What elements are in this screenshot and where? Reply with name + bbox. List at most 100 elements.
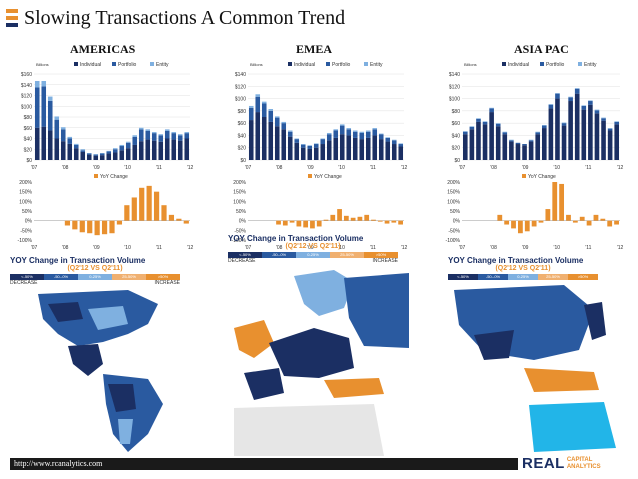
bar-portfolio: [93, 154, 99, 156]
scale-bucket: 25-50%: [112, 274, 146, 280]
yoy-bar: [79, 220, 85, 233]
bar-individual: [469, 129, 475, 160]
bar-entity: [138, 127, 144, 130]
bar-entity: [41, 80, 47, 87]
legend-swatch: [364, 62, 368, 66]
legend-swatch: [502, 62, 506, 66]
bar-entity: [346, 128, 352, 130]
yoy-bar: [566, 214, 571, 221]
y-tick-label: $20: [24, 147, 33, 153]
bar-individual: [281, 129, 287, 160]
bar-entity: [378, 133, 384, 135]
legend-swatch: [326, 62, 330, 66]
y-tick-label: $20: [238, 146, 247, 152]
bar-entity: [555, 93, 560, 94]
bar-entity: [574, 88, 580, 89]
x-tick-label: '09: [522, 165, 529, 171]
y-tick-label: -50%: [20, 228, 32, 234]
bar-entity: [151, 132, 157, 134]
bar-entity: [119, 144, 125, 147]
bar-individual: [138, 141, 144, 160]
legend-swatch: [578, 62, 582, 66]
x-tick-label: '08: [276, 245, 283, 251]
scale-increase: INCREASE: [372, 258, 398, 264]
bar-portfolio: [541, 125, 547, 129]
legend-label: Entity: [584, 62, 597, 68]
x-tick-label: '11: [156, 165, 162, 171]
bar-individual: [574, 93, 580, 160]
bar-entity: [528, 139, 534, 141]
real-capital-analytics-logo: REAL CAPITAL ANALYTICS: [522, 455, 601, 472]
bar-individual: [132, 144, 138, 160]
bar-portfolio: [138, 129, 144, 142]
map-region-southeast-asia: [524, 368, 599, 392]
y-tick-label: 200%: [19, 180, 32, 186]
bar-individual: [522, 145, 527, 160]
y-tick-label: -100%: [18, 238, 33, 244]
bar-portfolio: [489, 108, 494, 113]
bar-portfolio: [320, 139, 326, 145]
map-region-iberia: [244, 368, 284, 400]
y-tick-label: $40: [24, 137, 33, 143]
scale-bucket: -50--0%: [44, 274, 78, 280]
bar-portfolio: [119, 146, 125, 151]
slide-title: Slowing Transactions A Common Trend: [6, 6, 345, 30]
bar-individual: [41, 126, 47, 160]
bar-entity: [541, 124, 547, 126]
bar-portfolio: [86, 153, 92, 155]
bar-portfolio: [125, 142, 131, 149]
bar-entity: [60, 127, 66, 130]
bar-portfolio: [151, 133, 157, 141]
yoy-bar: [176, 218, 182, 221]
bar-individual: [541, 128, 547, 160]
yoy-bar: [296, 220, 302, 227]
yoy-bar: [310, 220, 315, 229]
legend-label: Portfolio: [546, 62, 565, 68]
yoy-bar: [511, 220, 516, 229]
bar-individual: [320, 144, 326, 160]
yoy-chart-asia-pac: YoY Change -100% -50% 0% 50% 100% 150% 200% '07 '…: [434, 172, 624, 252]
logo-bars-icon: [6, 9, 18, 27]
legend-label: Entity: [370, 62, 383, 68]
bar-entity: [333, 129, 339, 131]
logo-wordmark: REAL: [522, 455, 565, 472]
x-tick-label: '08: [276, 165, 283, 171]
map-region-canada-west: [48, 302, 83, 322]
map-region-brazil: [108, 384, 136, 412]
y-tick-label: 0%: [239, 219, 247, 225]
legend-label: Individual: [80, 62, 101, 68]
bar-individual: [502, 134, 508, 160]
yoy-bar: [153, 191, 160, 221]
bar-portfolio: [372, 129, 378, 136]
yoy-bar: [124, 205, 130, 221]
legend-label: Individual: [294, 62, 315, 68]
y-tick-label: $140: [449, 72, 460, 78]
bar-individual: [145, 139, 151, 160]
scale-bucket: 25-50%: [330, 252, 364, 258]
x-tick-label: '11: [370, 245, 376, 251]
yoy-bar: [531, 220, 537, 227]
bar-entity: [607, 128, 613, 129]
y-tick-label: $60: [452, 121, 461, 127]
bar-portfolio: [391, 140, 397, 145]
logo-sub-capital: CAPITAL: [566, 456, 593, 463]
y-tick-label: 50%: [236, 209, 247, 215]
y-tick-label: $0: [454, 158, 460, 164]
bar-entity: [171, 132, 177, 134]
yoy-bar: [350, 217, 356, 221]
bar-individual: [339, 134, 345, 160]
x-tick-label: '12: [401, 165, 408, 171]
legend-label: Portfolio: [332, 62, 351, 68]
bar-entity: [385, 137, 391, 138]
footer-url[interactable]: http://www.rcanalytics.com: [14, 459, 103, 468]
bar-entity: [320, 138, 326, 140]
bar-entity: [476, 118, 481, 119]
bar-portfolio: [352, 131, 358, 138]
bar-individual: [171, 139, 177, 160]
bar-individual: [184, 138, 190, 160]
bar-individual: [352, 137, 358, 160]
y-tick-label: -50%: [234, 228, 246, 234]
bar-portfolio: [333, 130, 339, 138]
bar-individual: [333, 137, 339, 160]
y-tick-label: 200%: [447, 180, 460, 186]
